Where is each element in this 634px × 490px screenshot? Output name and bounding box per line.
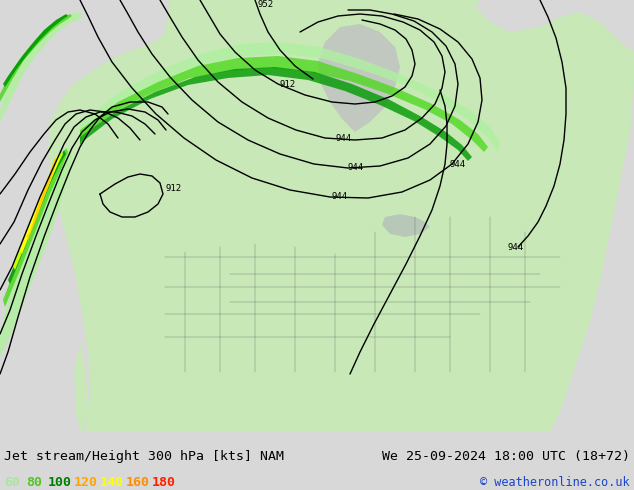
Text: 912: 912 (280, 79, 296, 89)
Polygon shape (48, 0, 634, 432)
Polygon shape (80, 67, 472, 161)
Polygon shape (382, 214, 430, 237)
Polygon shape (27, 158, 57, 240)
Text: 100: 100 (48, 476, 72, 489)
Polygon shape (74, 342, 88, 432)
Text: We 25-09-2024 18:00 UTC (18+72): We 25-09-2024 18:00 UTC (18+72) (382, 450, 630, 463)
Text: 120: 120 (74, 476, 98, 489)
Polygon shape (20, 154, 60, 254)
Polygon shape (3, 148, 68, 307)
Text: 912: 912 (165, 183, 181, 193)
Polygon shape (0, 12, 82, 122)
Text: 944: 944 (348, 163, 364, 172)
Polygon shape (8, 150, 66, 284)
Text: 180: 180 (152, 476, 176, 489)
Text: 140: 140 (100, 476, 124, 489)
Polygon shape (0, 147, 72, 357)
Text: © weatheronline.co.uk: © weatheronline.co.uk (481, 476, 630, 489)
Polygon shape (318, 24, 400, 132)
Text: 952: 952 (258, 0, 274, 9)
Polygon shape (13, 151, 63, 270)
Polygon shape (80, 56, 488, 152)
Text: 160: 160 (126, 476, 150, 489)
Polygon shape (475, 0, 634, 52)
Text: 944: 944 (335, 133, 351, 143)
Text: 60: 60 (4, 476, 20, 489)
Text: 944: 944 (508, 243, 524, 251)
Text: Jet stream/Height 300 hPa [kts] NAM: Jet stream/Height 300 hPa [kts] NAM (4, 450, 284, 463)
Text: 80: 80 (26, 476, 42, 489)
Text: 944: 944 (332, 192, 348, 200)
Polygon shape (0, 14, 72, 102)
Polygon shape (80, 42, 500, 152)
Polygon shape (0, 0, 50, 132)
Polygon shape (3, 14, 68, 87)
Text: 944: 944 (450, 160, 466, 169)
